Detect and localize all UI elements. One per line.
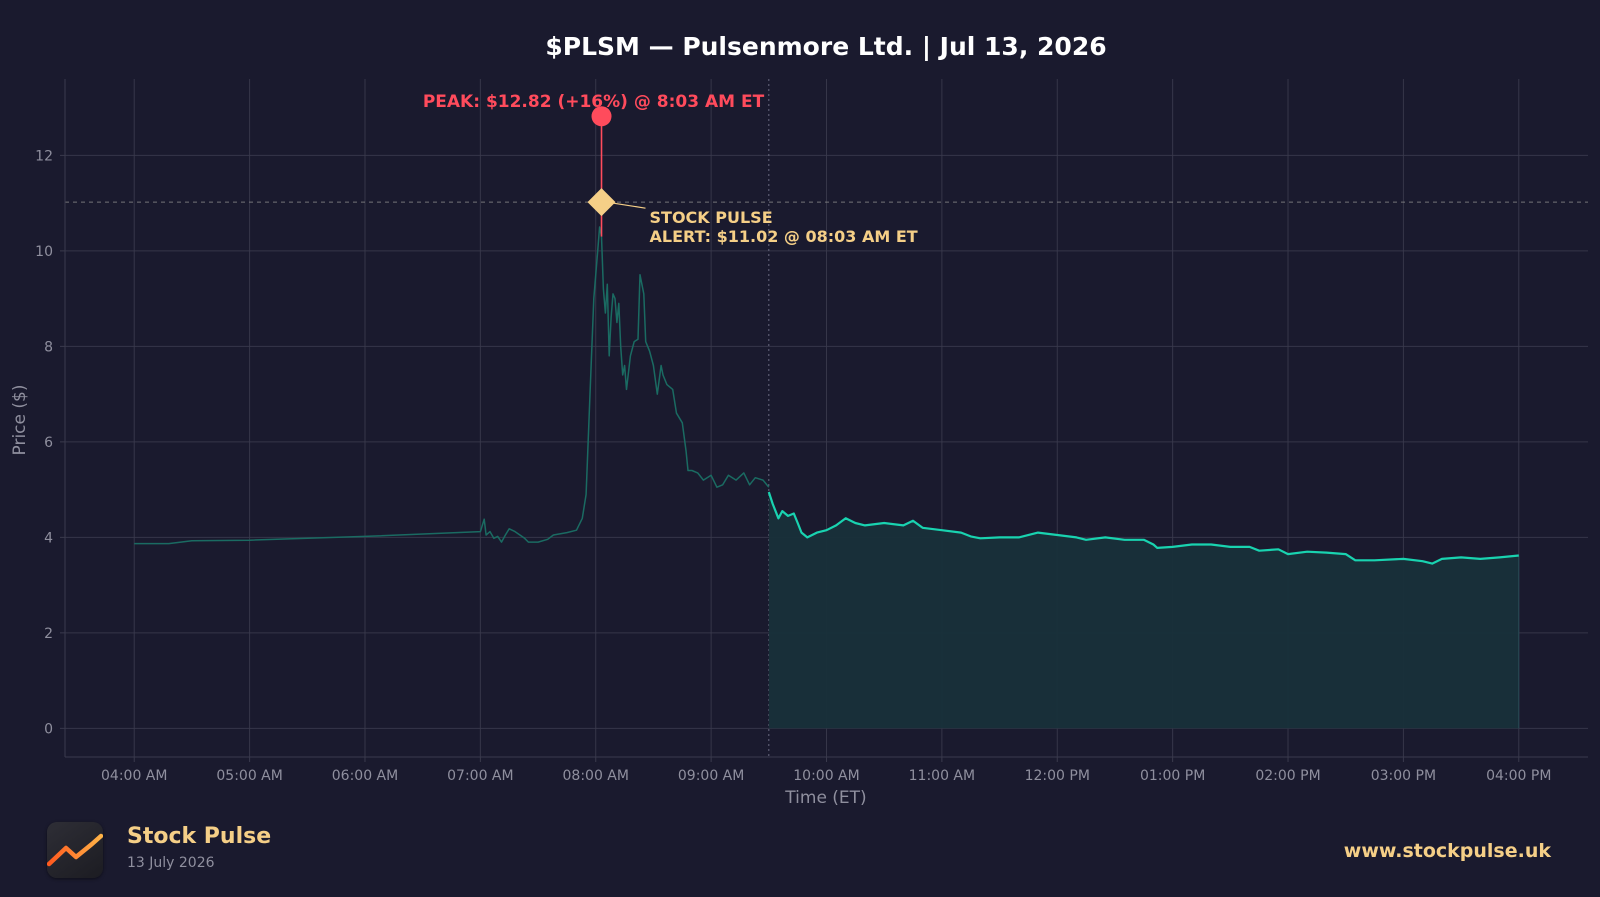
x-axis-label: Time (ET) bbox=[784, 788, 866, 808]
x-tick-label: 11:00 AM bbox=[909, 768, 975, 784]
annotations: PEAK: $12.82 (+16%) @ 8:03 AM ET STOCK PU… bbox=[423, 92, 918, 246]
regular-price-line bbox=[767, 491, 1519, 565]
brand-date: 13 July 2026 bbox=[127, 855, 215, 871]
chart-trend-logo-icon bbox=[47, 833, 103, 867]
regular-session-area bbox=[768, 492, 1520, 729]
x-tick-label: 02:00 PM bbox=[1255, 768, 1320, 784]
x-tick-label: 08:00 AM bbox=[563, 768, 629, 784]
peak-marker bbox=[591, 106, 612, 127]
y-tick-label: 0 bbox=[44, 721, 53, 737]
price-lines bbox=[134, 226, 1519, 565]
x-tick-label: 04:00 PM bbox=[1486, 768, 1551, 784]
y-tick-label: 10 bbox=[35, 244, 53, 260]
logo bbox=[47, 822, 103, 878]
x-tick-label: 06:00 AM bbox=[332, 768, 398, 784]
brand-url[interactable]: www.stockpulse.uk bbox=[1343, 840, 1551, 862]
chart-title: $PLSM — Pulsenmore Ltd. | Jul 13, 2026 bbox=[545, 32, 1106, 61]
y-tick-label: 2 bbox=[44, 626, 53, 642]
regular-session-fill bbox=[768, 492, 1519, 729]
x-tick-label: 10:00 AM bbox=[793, 768, 859, 784]
alert-label-line2: ALERT: $11.02 @ 08:03 AM ET bbox=[650, 227, 918, 246]
alert-leader bbox=[613, 202, 646, 209]
y-tick-label: 4 bbox=[44, 530, 53, 546]
brand-name: Stock Pulse bbox=[127, 824, 272, 849]
y-tick-label: 6 bbox=[44, 435, 53, 451]
y-tick-label: 12 bbox=[35, 148, 53, 164]
x-tick-label: 03:00 PM bbox=[1371, 768, 1436, 784]
x-tick-label: 12:00 PM bbox=[1025, 768, 1090, 784]
y-tick-label: 8 bbox=[44, 339, 53, 355]
x-tick-label: 01:00 PM bbox=[1140, 768, 1205, 784]
y-axis-label: Price ($) bbox=[10, 385, 30, 456]
alert-marker bbox=[587, 188, 616, 217]
x-tick-label: 09:00 AM bbox=[678, 768, 744, 784]
axes: 04:00 AM 05:00 AM 06:00 AM 07:00 AM 08:00 AM… bbox=[35, 79, 1588, 784]
alert-label-line1: STOCK PULSE bbox=[650, 208, 773, 227]
x-tick-label: 05:00 AM bbox=[216, 768, 282, 784]
x-tick-label: 07:00 AM bbox=[447, 768, 513, 784]
x-tick-label: 04:00 AM bbox=[101, 768, 167, 784]
peak-label: PEAK: $12.82 (+16%) @ 8:03 AM ET bbox=[423, 92, 765, 112]
premarket-price-line bbox=[134, 226, 770, 545]
